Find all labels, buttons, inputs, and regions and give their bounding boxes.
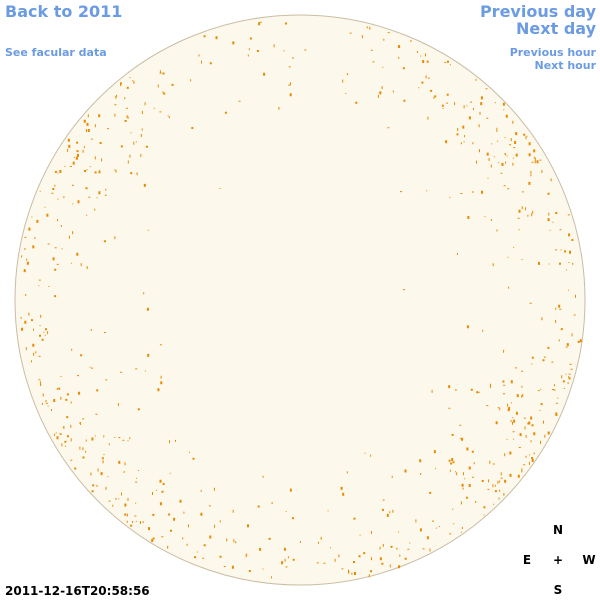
compass-east: E (523, 553, 531, 567)
next-day-link[interactable]: Next day (516, 19, 597, 38)
compass-north: N (553, 523, 563, 537)
previous-day-link[interactable]: Previous day (480, 2, 597, 21)
timestamp: 2011-12-16T20:58:56 (5, 584, 150, 598)
back-link[interactable]: Back to 2011 (5, 2, 122, 21)
previous-hour-link[interactable]: Previous hour (510, 46, 597, 59)
compass-center: + (553, 553, 563, 567)
compass-south: S (554, 583, 563, 597)
compass-west: W (582, 553, 595, 567)
next-hour-link[interactable]: Next hour (535, 59, 597, 72)
facular-link[interactable]: See facular data (5, 46, 107, 59)
solar-disk (14, 14, 586, 586)
